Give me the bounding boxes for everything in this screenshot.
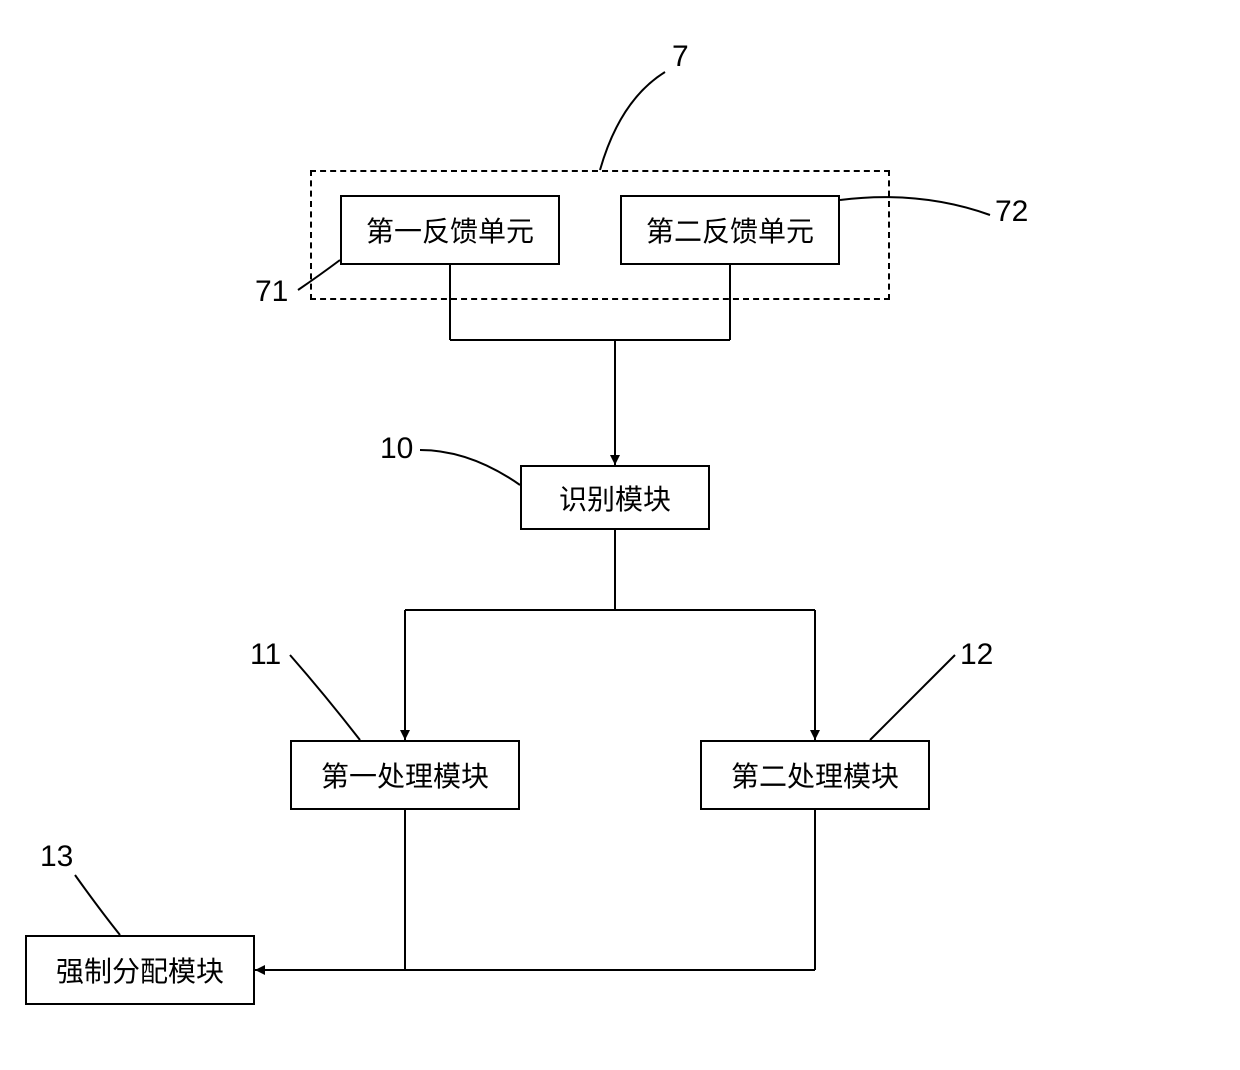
node-10-label: 识别模块 [559, 478, 671, 518]
label-12: 12 [960, 638, 993, 672]
node-12: 第二处理模块 [700, 740, 930, 810]
label-10: 10 [380, 432, 413, 466]
node-71-label: 第一反馈单元 [366, 210, 534, 250]
node-10: 识别模块 [520, 465, 710, 530]
node-72-label: 第二反馈单元 [646, 210, 814, 250]
node-71: 第一反馈单元 [340, 195, 560, 265]
node-11-label: 第一处理模块 [321, 755, 489, 795]
node-11: 第一处理模块 [290, 740, 520, 810]
node-13: 强制分配模块 [25, 935, 255, 1005]
edge-11-12-to-13 [255, 810, 815, 970]
label-13: 13 [40, 840, 73, 874]
connectors-svg [0, 0, 1240, 1070]
node-12-label: 第二处理模块 [731, 755, 899, 795]
edge-10-to-11-12 [405, 530, 815, 740]
node-13-label: 强制分配模块 [56, 950, 224, 990]
node-72: 第二反馈单元 [620, 195, 840, 265]
label-7: 7 [672, 40, 689, 74]
label-71: 71 [255, 275, 288, 309]
label-72: 72 [995, 195, 1028, 229]
label-11: 11 [250, 638, 281, 672]
